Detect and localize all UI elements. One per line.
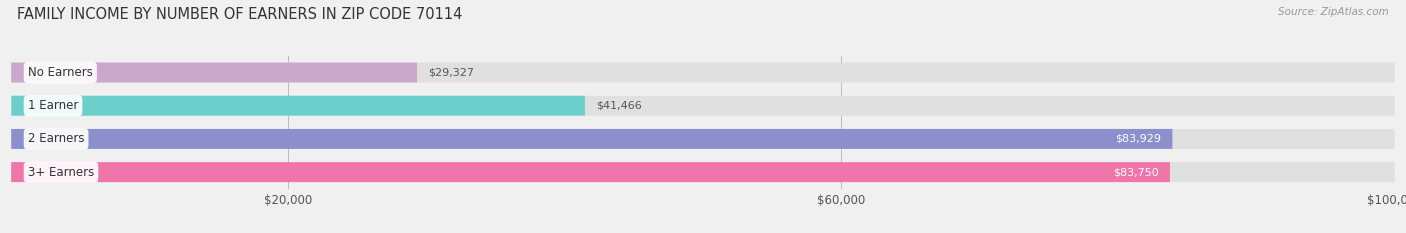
Text: 3+ Earners: 3+ Earners bbox=[28, 166, 94, 179]
FancyBboxPatch shape bbox=[11, 162, 1395, 182]
Text: 2 Earners: 2 Earners bbox=[28, 132, 84, 145]
FancyBboxPatch shape bbox=[11, 96, 585, 116]
Text: $41,466: $41,466 bbox=[596, 101, 641, 111]
Text: Source: ZipAtlas.com: Source: ZipAtlas.com bbox=[1278, 7, 1389, 17]
Text: $29,327: $29,327 bbox=[427, 68, 474, 78]
FancyBboxPatch shape bbox=[11, 129, 1173, 149]
Text: No Earners: No Earners bbox=[28, 66, 93, 79]
Text: $83,929: $83,929 bbox=[1115, 134, 1161, 144]
FancyBboxPatch shape bbox=[11, 62, 1395, 82]
FancyBboxPatch shape bbox=[11, 162, 1170, 182]
Text: $83,750: $83,750 bbox=[1114, 167, 1159, 177]
FancyBboxPatch shape bbox=[11, 129, 1395, 149]
Text: 1 Earner: 1 Earner bbox=[28, 99, 79, 112]
FancyBboxPatch shape bbox=[11, 96, 1395, 116]
FancyBboxPatch shape bbox=[11, 62, 418, 82]
Text: FAMILY INCOME BY NUMBER OF EARNERS IN ZIP CODE 70114: FAMILY INCOME BY NUMBER OF EARNERS IN ZI… bbox=[17, 7, 463, 22]
